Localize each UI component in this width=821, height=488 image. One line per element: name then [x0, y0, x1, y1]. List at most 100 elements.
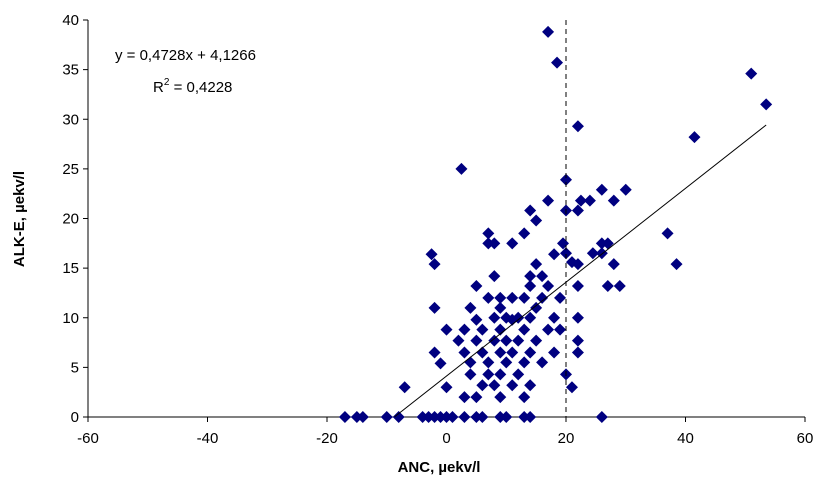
data-point [428, 301, 441, 314]
data-point [464, 356, 477, 369]
data-point [452, 334, 465, 347]
data-point [488, 270, 501, 283]
data-point [518, 323, 531, 336]
data-point [506, 379, 519, 392]
data-point [392, 411, 405, 423]
data-point [488, 379, 501, 392]
data-point [524, 346, 537, 359]
data-point [530, 301, 543, 314]
data-point [512, 368, 525, 381]
data-point [356, 411, 369, 423]
y-axis-title: ALK-E, µekv/l [11, 171, 28, 267]
data-point [536, 291, 549, 304]
y-tick-label: 30 [62, 111, 79, 128]
data-point [458, 391, 471, 404]
data-point [548, 346, 561, 359]
y-tick-label: 15 [62, 260, 79, 277]
data-point [530, 258, 543, 271]
data-point [571, 258, 584, 271]
data-point [512, 334, 525, 347]
data-point [506, 313, 519, 326]
data-point [557, 237, 570, 250]
data-point [530, 214, 543, 227]
data-point [440, 381, 453, 394]
data-point [380, 411, 393, 423]
y-tick-label: 20 [62, 211, 79, 228]
chart-lines [394, 20, 767, 418]
x-tick-label: -20 [316, 430, 338, 447]
data-point [500, 356, 513, 369]
data-point [470, 279, 483, 292]
data-point [571, 346, 584, 359]
data-point [524, 311, 537, 324]
data-point [688, 131, 701, 144]
x-tick-label: 60 [797, 430, 814, 447]
x-axis-title: ANC, µekv/l [398, 459, 481, 476]
data-point [542, 323, 555, 336]
data-point [476, 346, 489, 359]
trendline-equation: y = 0,4728x + 4,1266 [115, 47, 256, 64]
data-point [551, 56, 564, 69]
data-point [458, 346, 471, 359]
data-point [500, 411, 513, 423]
y-tick-label: 25 [62, 161, 79, 178]
y-axis: 0 5 10 15 20 25 30 35 40 [62, 12, 88, 426]
data-point [536, 356, 549, 369]
data-point [760, 98, 773, 111]
data-point [595, 411, 608, 423]
data-point [601, 237, 614, 250]
data-point [542, 25, 555, 38]
y-tick-label: 5 [71, 359, 79, 376]
data-point [488, 311, 501, 324]
data-point [571, 311, 584, 324]
data-point [476, 379, 489, 392]
data-point [482, 291, 495, 304]
data-point [446, 411, 459, 423]
data-point [506, 346, 519, 359]
data-point [571, 334, 584, 347]
data-point [601, 279, 614, 292]
data-point [524, 279, 537, 292]
data-point [661, 227, 674, 240]
data-point [518, 291, 531, 304]
data-point [470, 313, 483, 326]
data-point [434, 357, 447, 370]
data-point [482, 237, 495, 250]
data-point [464, 301, 477, 314]
y-tick-label: 40 [62, 12, 79, 29]
data-point [571, 204, 584, 217]
data-point [464, 368, 477, 381]
data-point [670, 258, 683, 271]
r-squared-prefix: R [153, 79, 164, 96]
data-point [500, 334, 513, 347]
data-point [524, 204, 537, 217]
data-point [613, 279, 626, 292]
data-point [607, 258, 620, 271]
y-tick-label: 0 [71, 409, 79, 426]
x-tick-label: 40 [677, 430, 694, 447]
data-point [494, 346, 507, 359]
data-point [607, 194, 620, 207]
data-point [476, 323, 489, 336]
x-tick-label: 0 [442, 430, 450, 447]
data-point [548, 311, 561, 324]
data-point [428, 258, 441, 271]
data-point [506, 291, 519, 304]
data-point [518, 391, 531, 404]
data-point [554, 291, 567, 304]
data-point [455, 162, 468, 175]
data-point [482, 368, 495, 381]
r-squared-value: = 0,4228 [169, 79, 232, 96]
data-point [482, 356, 495, 369]
x-tick-label: -60 [77, 430, 99, 447]
data-point [542, 194, 555, 207]
data-point [458, 323, 471, 336]
data-point [482, 227, 495, 240]
data-point [470, 334, 483, 347]
data-point [494, 323, 507, 336]
data-point [560, 173, 572, 186]
data-point [560, 247, 572, 260]
data-point [586, 247, 599, 260]
data-point [476, 411, 489, 423]
data-point [518, 356, 531, 369]
